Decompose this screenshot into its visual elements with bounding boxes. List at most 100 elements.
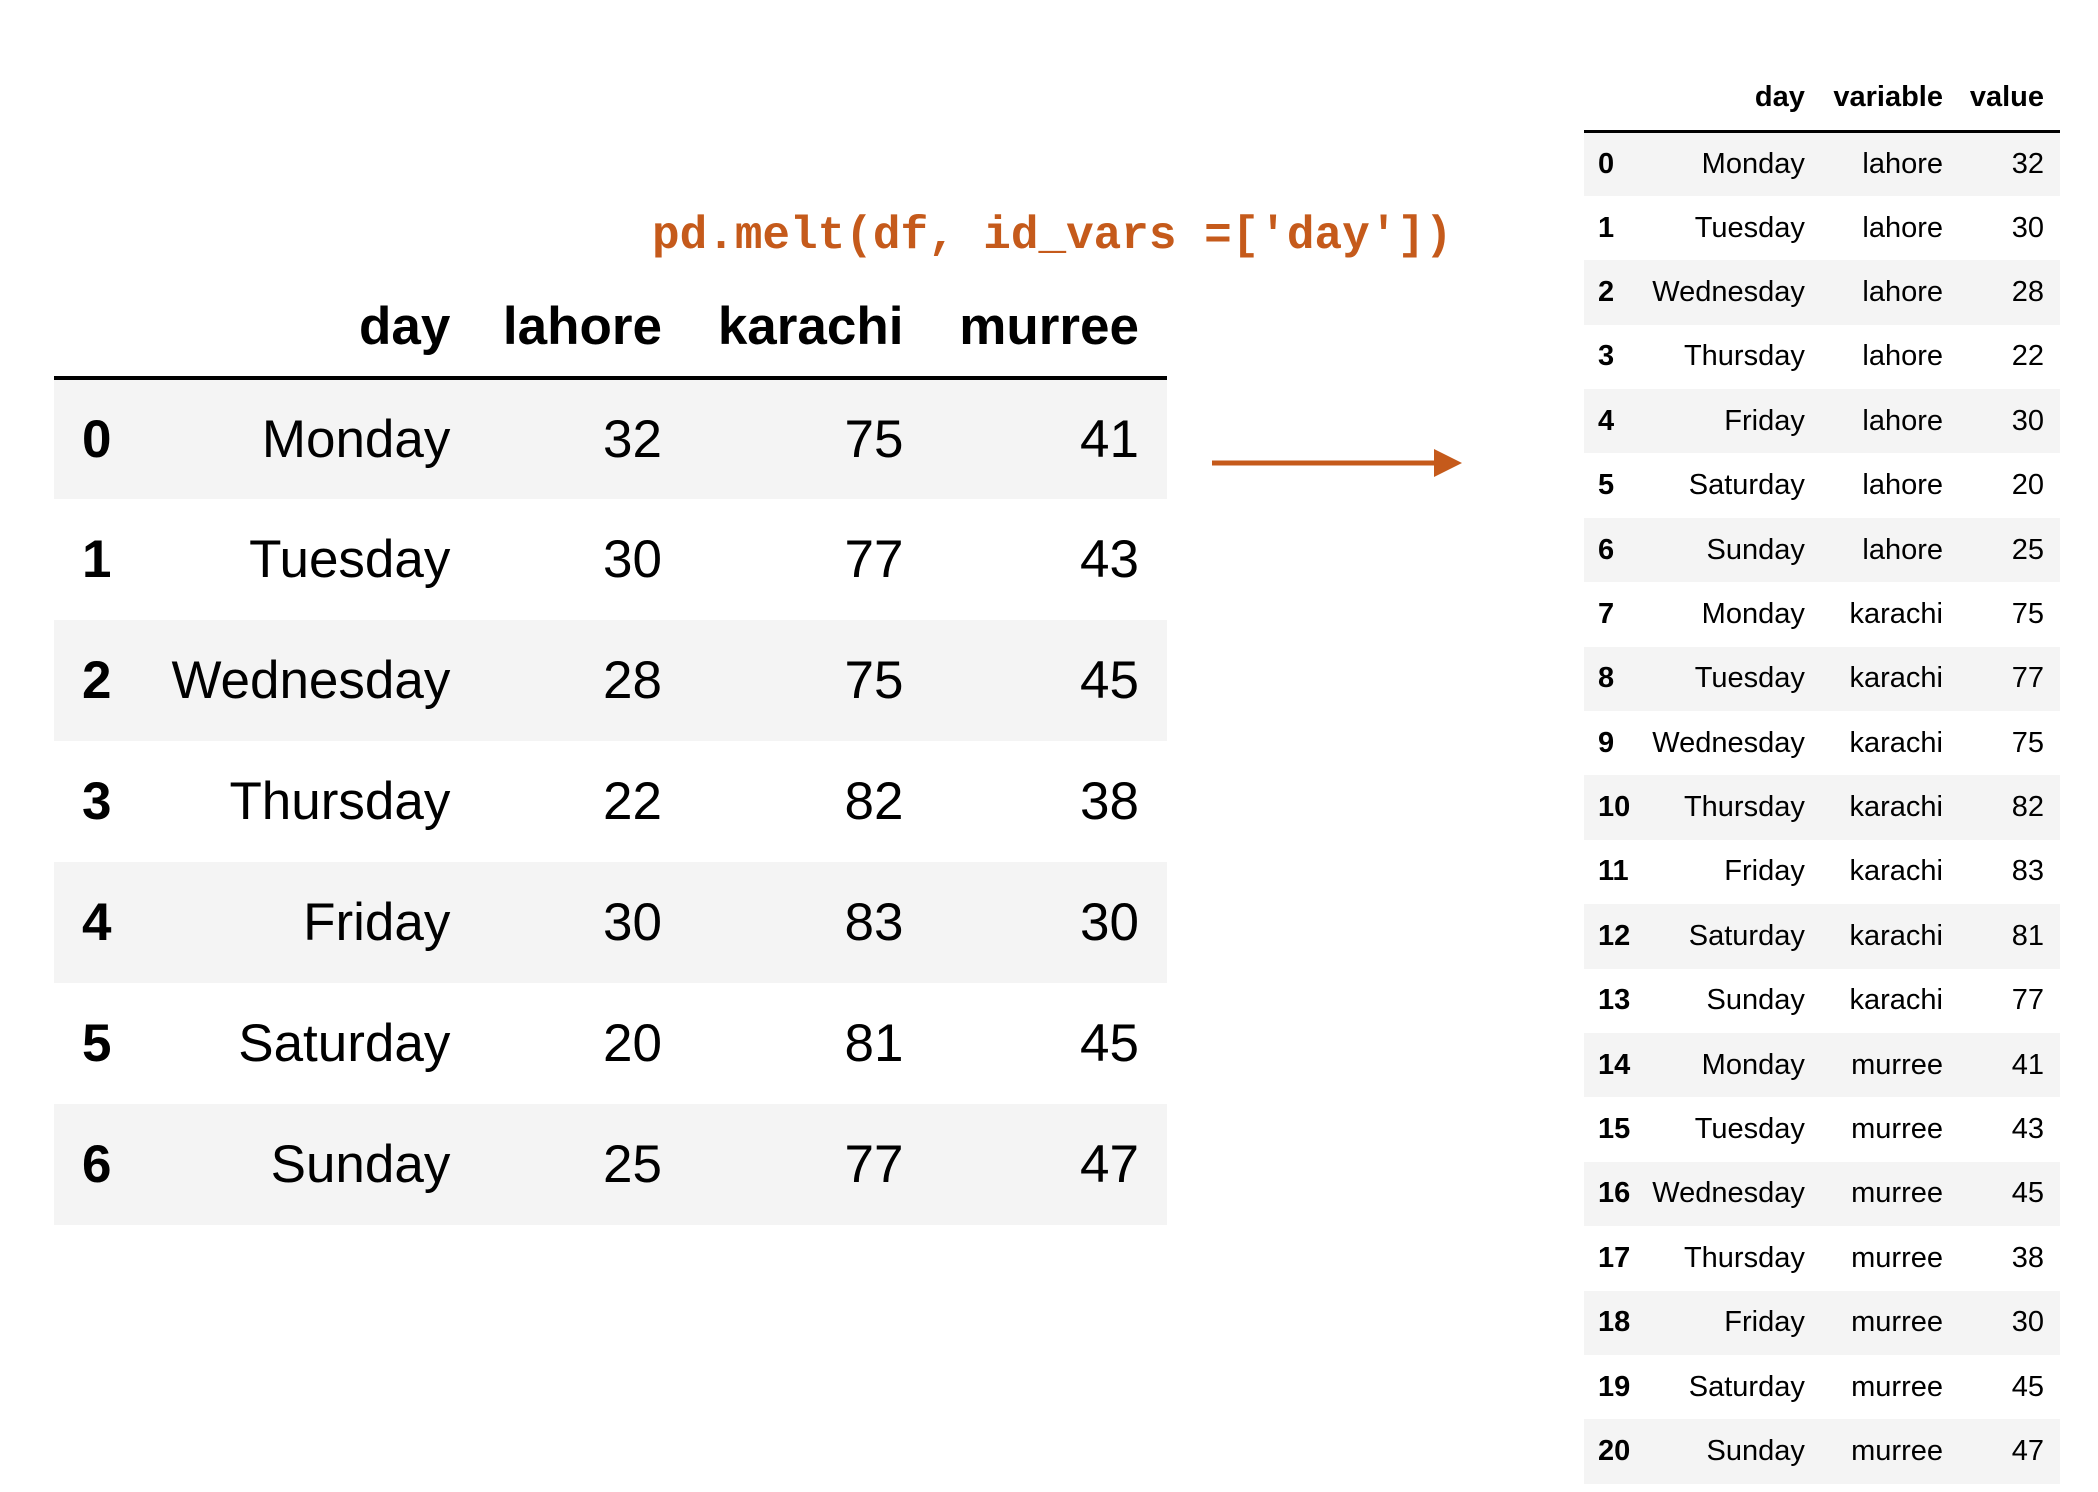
cell-value: 38 xyxy=(2011,1241,2044,1274)
cell-variable: lahore xyxy=(1862,469,1943,502)
row-index: 15 xyxy=(1598,1113,1631,1146)
row-index: 0 xyxy=(82,410,112,469)
header-lahore: lahore xyxy=(450,276,662,380)
row-index: 16 xyxy=(1598,1177,1631,1210)
cell-day: Saturday xyxy=(1688,919,1805,952)
cell-lahore: 22 xyxy=(603,772,662,831)
cell-day: Tuesday xyxy=(1694,211,1805,244)
header-variable: variable xyxy=(1804,64,1943,133)
row-index: 8 xyxy=(1598,662,1615,695)
cell-day: Saturday xyxy=(1688,469,1805,502)
cell-value: 30 xyxy=(2011,1306,2044,1339)
cell-day: Thursday xyxy=(1683,791,1805,824)
cell-value: 25 xyxy=(2011,533,2044,566)
cell-day: Wednesday xyxy=(1652,275,1805,308)
cell-day: Tuesday xyxy=(1694,1113,1805,1146)
cell-karachi: 77 xyxy=(844,1135,904,1194)
cell-murree: 30 xyxy=(1080,893,1139,952)
table-row: 12 Saturday karachi 81 xyxy=(1584,904,2060,969)
cell-karachi: 77 xyxy=(844,530,904,589)
cell-value: 83 xyxy=(2011,855,2044,888)
row-index: 5 xyxy=(82,1014,112,1073)
cell-murree: 47 xyxy=(1080,1135,1139,1194)
row-index: 9 xyxy=(1598,726,1615,759)
cell-variable: lahore xyxy=(1862,211,1943,244)
table-row: 0 Monday lahore 32 xyxy=(1584,131,2060,196)
table-row: 10 Thursday karachi 82 xyxy=(1584,775,2060,840)
cell-value: 82 xyxy=(2011,791,2044,824)
cell-value: 30 xyxy=(2011,211,2044,244)
cell-variable: lahore xyxy=(1862,147,1943,180)
cell-value: 77 xyxy=(2011,662,2044,695)
cell-variable: lahore xyxy=(1862,404,1943,437)
row-index: 14 xyxy=(1598,1048,1631,1081)
cell-day: Sunday xyxy=(1706,533,1805,566)
header-day: day xyxy=(139,276,451,380)
cell-variable: murree xyxy=(1851,1306,1943,1339)
cell-karachi: 75 xyxy=(844,410,904,469)
cell-lahore: 28 xyxy=(603,651,662,710)
cell-day: Wednesday xyxy=(1652,1177,1805,1210)
row-index: 4 xyxy=(82,893,112,952)
cell-variable: murree xyxy=(1851,1370,1943,1403)
table-row: 7 Monday karachi 75 xyxy=(1584,582,2060,646)
cell-variable: karachi xyxy=(1849,919,1944,952)
cell-day: Sunday xyxy=(270,1135,451,1194)
cell-lahore: 25 xyxy=(603,1135,662,1194)
table-row: 6 Sunday 25 77 47 xyxy=(54,1104,1167,1225)
table-row: 5 Saturday lahore 20 xyxy=(1584,453,2060,517)
cell-value: 30 xyxy=(2011,404,2044,437)
cell-value: 32 xyxy=(2011,147,2044,180)
cell-day: Wednesday xyxy=(1652,726,1805,759)
row-index: 3 xyxy=(1598,340,1615,373)
cell-variable: murree xyxy=(1851,1177,1943,1210)
cell-value: 47 xyxy=(2011,1435,2044,1467)
cell-variable: karachi xyxy=(1849,662,1944,695)
index-header xyxy=(1584,64,1647,133)
cell-murree: 38 xyxy=(1080,772,1139,831)
wide-dataframe-table: day lahore karachi murree 0 Monday 32 75 41 1… xyxy=(54,276,1167,1225)
cell-day: Tuesday xyxy=(1694,662,1805,695)
table-row: 19 Saturday murree 45 xyxy=(1584,1355,2060,1419)
row-index: 11 xyxy=(1598,855,1629,888)
cell-murree: 45 xyxy=(1080,651,1139,710)
cell-day: Saturday xyxy=(1688,1370,1805,1403)
row-index: 13 xyxy=(1598,984,1631,1017)
cell-lahore: 20 xyxy=(603,1014,662,1073)
cell-lahore: 30 xyxy=(603,893,662,952)
table-row: 1 Tuesday lahore 30 xyxy=(1584,196,2060,260)
cell-value: 81 xyxy=(2011,919,2044,952)
table-row: 6 Sunday lahore 25 xyxy=(1584,517,2060,583)
table-row: 16 Wednesday murree 45 xyxy=(1584,1161,2060,1227)
cell-day: Monday xyxy=(1701,1048,1805,1081)
cell-value: 28 xyxy=(2011,275,2044,308)
cell-karachi: 81 xyxy=(844,1014,904,1073)
header-day: day xyxy=(1646,64,1805,133)
cell-day: Sunday xyxy=(1706,1435,1805,1467)
row-index: 6 xyxy=(1598,533,1615,566)
long-header-row: day variable value xyxy=(1584,64,2060,133)
cell-variable: murree xyxy=(1851,1241,1943,1274)
row-index: 7 xyxy=(1598,597,1615,630)
table-row: 20 Sunday murree 47 xyxy=(1584,1419,2060,1484)
cell-variable: karachi xyxy=(1849,791,1944,824)
cell-day: Friday xyxy=(1724,1306,1805,1339)
row-index: 4 xyxy=(1598,404,1615,437)
cell-day: Friday xyxy=(1724,855,1805,888)
cell-day: Friday xyxy=(1724,404,1805,437)
row-index: 1 xyxy=(82,530,112,589)
table-row: 8 Tuesday karachi 77 xyxy=(1584,646,2060,712)
cell-value: 43 xyxy=(2011,1113,2044,1146)
cell-murree: 43 xyxy=(1080,530,1139,589)
cell-day: Wednesday xyxy=(171,651,451,710)
cell-day: Sunday xyxy=(1706,984,1805,1017)
header-value: value xyxy=(1943,64,2060,133)
cell-day: Tuesday xyxy=(249,530,451,589)
table-row: 9 Wednesday karachi 75 xyxy=(1584,711,2060,775)
cell-value: 77 xyxy=(2011,984,2044,1017)
cell-value: 75 xyxy=(2011,597,2044,630)
code-caption: pd.melt(df, id_vars =['day']) xyxy=(652,210,1453,262)
cell-day: Friday xyxy=(303,893,451,952)
cell-day: Thursday xyxy=(1683,1241,1805,1274)
table-row: 2 Wednesday lahore 28 xyxy=(1584,260,2060,325)
